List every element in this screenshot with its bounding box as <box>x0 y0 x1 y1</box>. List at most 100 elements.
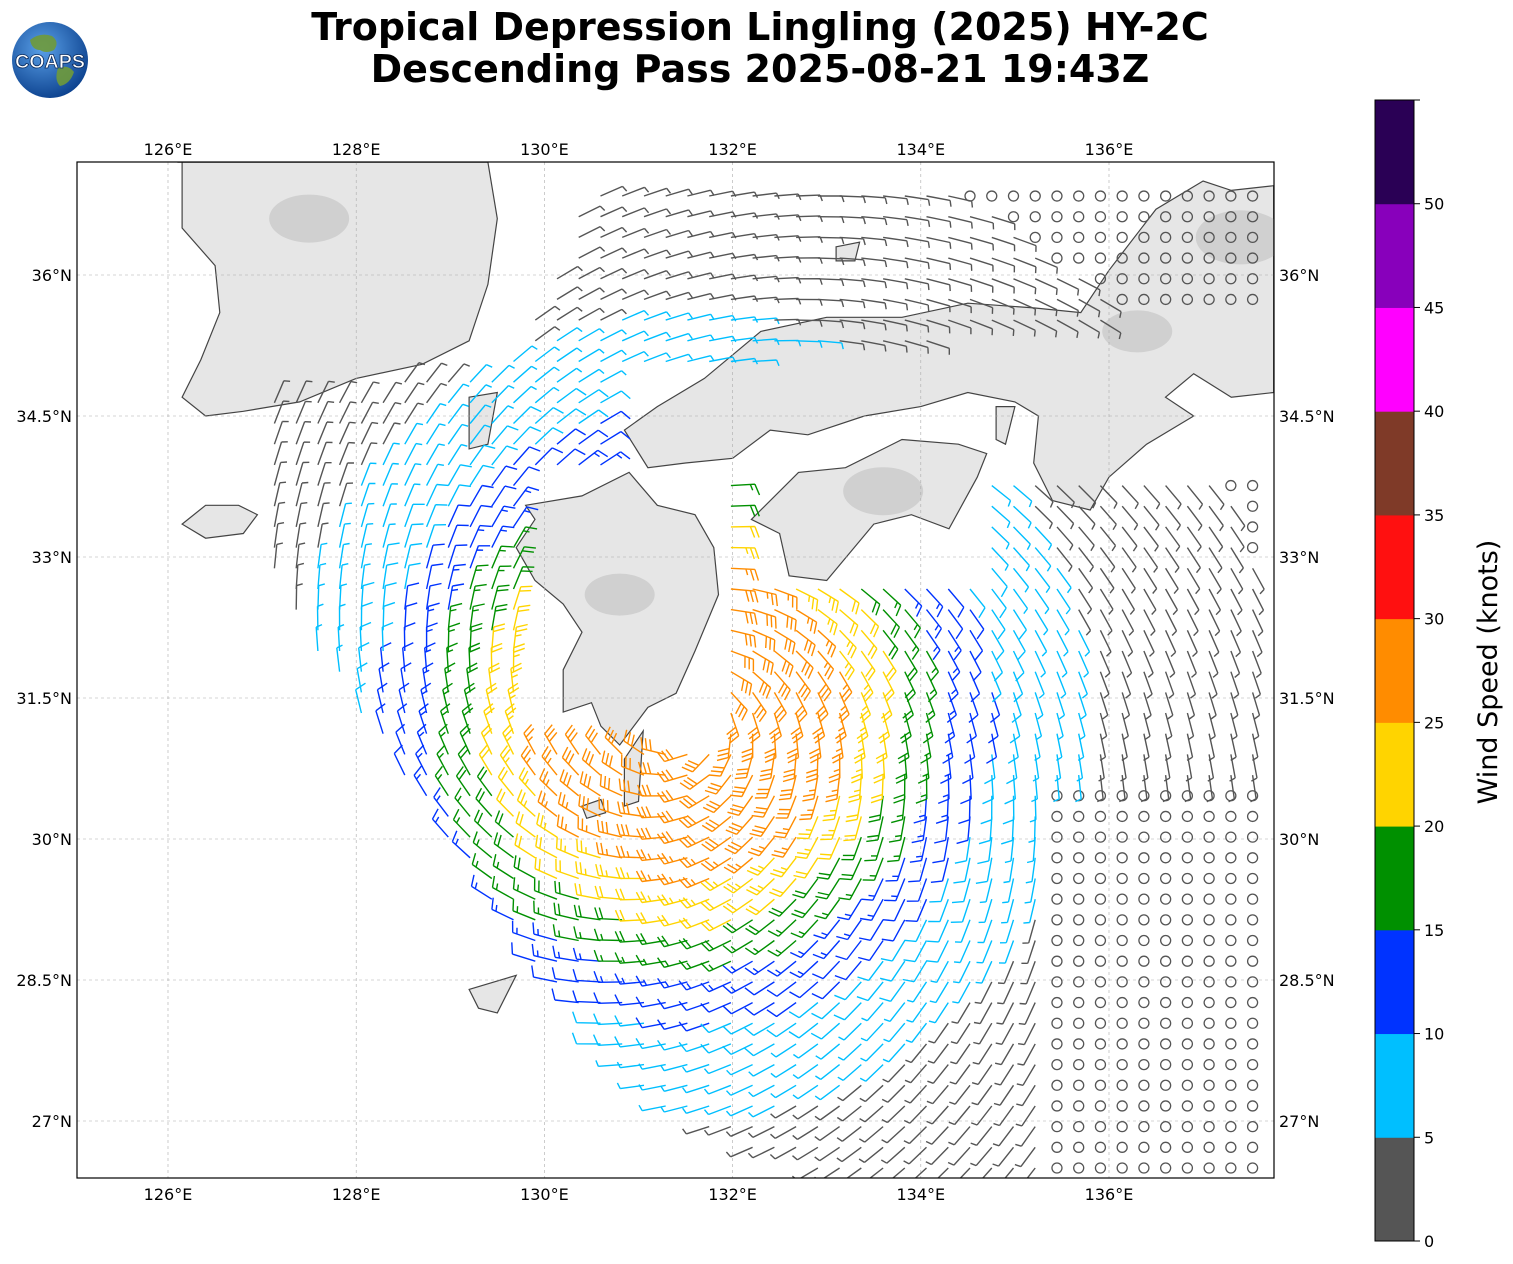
wind-barb <box>725 815 754 835</box>
wind-barb <box>1034 526 1053 551</box>
calm-circle <box>1159 293 1172 306</box>
wind-barb <box>425 602 440 631</box>
calm-circle <box>1116 1058 1128 1071</box>
calm-circle <box>1203 976 1215 988</box>
wind-barb <box>879 981 906 1002</box>
wind-barb <box>991 567 1008 598</box>
wind-barb <box>991 505 1011 529</box>
calm-circle <box>1181 1079 1194 1091</box>
calm-circle <box>1203 955 1215 967</box>
wind-barb <box>1164 588 1179 616</box>
wind-barb <box>338 462 355 486</box>
wind-barb <box>600 185 628 197</box>
wind-barb <box>447 403 469 424</box>
wind-barb <box>491 364 515 383</box>
wind-barb <box>834 981 862 1001</box>
wind-barb <box>1208 547 1223 574</box>
calm-circle <box>1138 996 1150 1009</box>
wind-barb <box>1001 899 1015 924</box>
wind-barb <box>295 461 310 486</box>
calm-circle <box>1246 479 1259 492</box>
calm-circle <box>1203 293 1215 306</box>
wind-barb <box>1186 526 1202 553</box>
wind-barb <box>1014 1146 1036 1168</box>
wind-barb <box>837 1043 862 1061</box>
wind-barb <box>812 960 841 980</box>
wind-barb <box>1119 775 1126 803</box>
wind-barb <box>447 563 466 590</box>
wind-barb <box>861 278 887 289</box>
wind-barb <box>643 249 672 259</box>
wind-barb <box>993 1105 1015 1127</box>
wind-barb <box>1056 567 1072 594</box>
wind-barb <box>404 442 423 466</box>
wind-barb <box>724 836 754 855</box>
wind-barb <box>635 954 666 966</box>
wind-barb <box>556 367 583 383</box>
wind-barb <box>1165 526 1181 552</box>
wind-barb <box>621 268 650 280</box>
wind-barb <box>657 957 688 968</box>
sado-awaji-island <box>995 406 1016 446</box>
wind-barb <box>378 662 390 693</box>
wind-barb <box>491 445 518 466</box>
wind-barb <box>752 671 772 699</box>
calm-circle <box>1094 231 1107 244</box>
wind-barb <box>1018 1002 1036 1025</box>
wind-barb <box>904 319 930 333</box>
wind-barb <box>447 583 465 610</box>
calm-circle <box>1225 1100 1237 1112</box>
wind-barb <box>839 278 866 288</box>
wind-barb <box>954 919 971 943</box>
wind-barb <box>513 855 536 880</box>
wind-barb <box>356 662 368 693</box>
wind-barb <box>811 981 841 1000</box>
wind-barb <box>533 900 558 921</box>
wind-barb <box>839 195 866 204</box>
wind-barb <box>665 353 693 363</box>
wind-barb <box>751 795 776 818</box>
wind-barb <box>1186 650 1197 678</box>
wind-barb <box>491 525 515 548</box>
wind-barb <box>497 766 515 797</box>
wind-barb <box>928 898 949 923</box>
calm-circle <box>1203 211 1215 223</box>
wind-barb <box>534 427 564 445</box>
wind-barb <box>948 1126 971 1146</box>
wind-barb <box>817 671 832 702</box>
wind-barb <box>338 563 349 590</box>
colorbar-bin <box>1375 307 1414 412</box>
calm-circle <box>1181 211 1194 223</box>
wind-barb <box>802 774 819 802</box>
wind-barb <box>839 857 862 881</box>
wind-barb <box>600 349 627 363</box>
lat-tick-label-right: 33°N <box>1279 548 1319 567</box>
wind-barb <box>949 1084 971 1105</box>
wind-barb <box>491 623 506 652</box>
wind-barb <box>457 744 471 776</box>
wind-barb <box>796 340 823 348</box>
wind-barb <box>600 308 627 321</box>
calm-circle <box>1073 252 1085 264</box>
wind-barb <box>451 830 471 859</box>
wind-barb <box>861 319 887 331</box>
colorbar-tick-label: 45 <box>1424 298 1444 317</box>
wind-barb <box>838 878 862 901</box>
wind-barb <box>1056 505 1075 530</box>
wind-barb <box>621 248 650 259</box>
wind-barb <box>790 712 804 744</box>
calm-circle <box>1181 872 1194 885</box>
calm-circle <box>1051 1079 1063 1091</box>
wind-barb <box>1186 485 1204 510</box>
wind-barb <box>656 769 688 783</box>
wind-barb <box>770 1105 797 1119</box>
wind-barb <box>433 787 449 817</box>
calm-circle <box>1246 252 1259 264</box>
calm-circle <box>1094 190 1107 202</box>
wind-barb <box>556 814 580 838</box>
lat-tick-label-right: 31.5°N <box>1279 689 1335 708</box>
calm-circle <box>1246 996 1259 1009</box>
lat-tick-label-left: 36°N <box>32 266 72 285</box>
wind-barb <box>1034 567 1051 593</box>
wind-barb <box>1034 547 1052 572</box>
